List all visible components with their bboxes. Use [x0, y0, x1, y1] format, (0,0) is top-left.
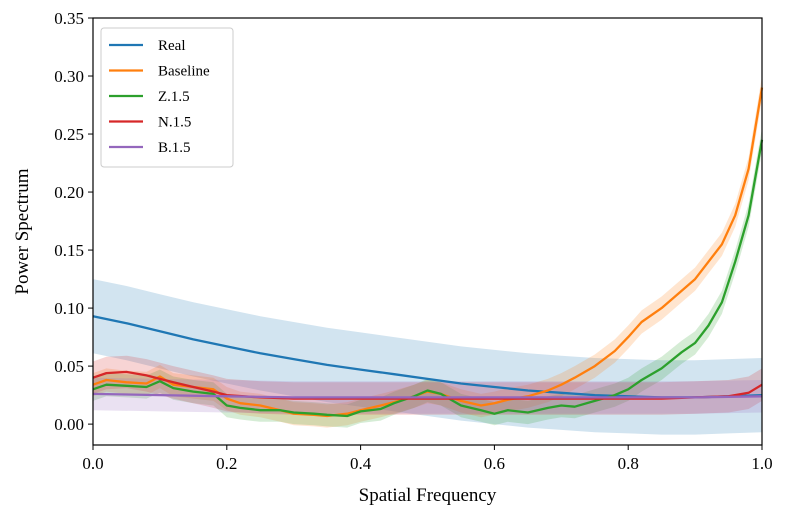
y-tick-label: 0.05 [54, 357, 84, 376]
legend-box [100, 27, 234, 168]
x-tick-label: 0.2 [216, 454, 237, 473]
y-tick-label: 0.10 [54, 299, 84, 318]
y-axis-ticks: 0.00 0.05 0.10 0.15 0.20 0.25 0.30 0.35 [54, 9, 93, 434]
series-line-z-1-5 [92, 139, 764, 418]
plot-frame [92, 17, 763, 446]
series-line-b-1-5 [92, 392, 763, 399]
x-tick-label: 0.6 [484, 454, 505, 473]
x-tick-label: 0.8 [618, 454, 639, 473]
legend-label-baseline: Baseline [158, 64, 210, 80]
legend: Real Baseline Z.1.5 N.1.5 B.1.5 [100, 27, 234, 168]
y-tick-label: 0.25 [54, 125, 84, 144]
legend-label-b-1-5: B.1.5 [158, 140, 191, 156]
legend-label-z-1-5: Z.1.5 [158, 89, 190, 105]
y-tick-label: 0.00 [54, 415, 84, 434]
legend-label-n-1-5: N.1.5 [158, 115, 191, 131]
y-axis-label: Power Spectrum [12, 168, 33, 294]
y-tick-label: 0.20 [54, 183, 84, 202]
x-axis-ticks: 0.0 0.2 0.4 0.6 0.8 1.0 [82, 445, 773, 473]
y-tick-label: 0.15 [54, 241, 84, 260]
y-tick-label: 0.30 [54, 67, 84, 86]
series-lines [92, 87, 764, 418]
x-tick-label: 1.0 [751, 454, 772, 473]
x-tick-label: 0.4 [350, 454, 372, 473]
series-line-n-1-5 [92, 370, 763, 400]
x-axis-label: Spatial Frequency [359, 485, 497, 506]
x-tick-label: 0.0 [82, 454, 103, 473]
y-tick-label: 0.35 [54, 9, 84, 28]
legend-label-real: Real [158, 38, 186, 54]
